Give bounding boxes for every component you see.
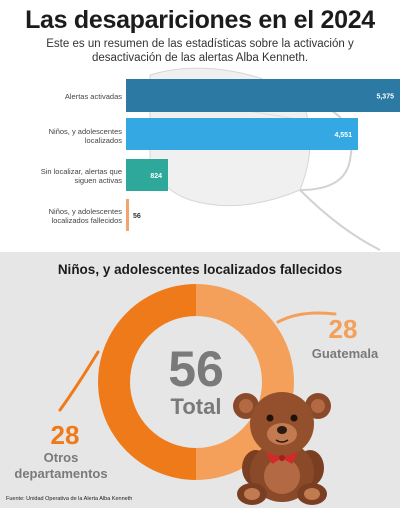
guatemala-value: 28 bbox=[328, 314, 358, 344]
guatemala-connector-line bbox=[276, 311, 337, 324]
otros-label-line1: Otros bbox=[43, 450, 79, 465]
donut-slice bbox=[98, 284, 196, 480]
bar-category-label: Sin localizar, alertas que siguen activa… bbox=[40, 167, 122, 185]
bar-value-label: 56 bbox=[133, 213, 141, 220]
otros-label: Otros departamentos bbox=[6, 450, 116, 482]
bar bbox=[126, 159, 169, 191]
bar-value-label: 5,375 bbox=[376, 94, 394, 101]
bar-value-label: 4,551 bbox=[334, 132, 352, 139]
bottom-section: Niños, y adolescentes localizados fallec… bbox=[0, 252, 400, 508]
teddy-bear-icon bbox=[233, 392, 331, 505]
source-note: Fuente: Unidad Operativa de la Alerta Al… bbox=[6, 496, 133, 502]
bar bbox=[126, 118, 358, 150]
bar-value-label: 824 bbox=[150, 173, 162, 180]
otros-label-line2: departamentos bbox=[14, 466, 108, 481]
top-section: Las desapariciones en el 2024 Este es un… bbox=[0, 0, 400, 252]
bar-category-label: Niños, y adolescentes localizados bbox=[48, 127, 122, 145]
otros-value: 28 bbox=[50, 420, 80, 450]
donut-total-value: 56 bbox=[168, 341, 224, 397]
otros-connector-line bbox=[58, 350, 100, 412]
donut-chart-title: Niños, y adolescentes localizados fallec… bbox=[57, 262, 343, 277]
page-title: Las desapariciones en el 2024 bbox=[25, 6, 375, 34]
bar-chart: 5,375 4,551 824 56 bbox=[126, 79, 400, 231]
page-subtitle: Este es un resumen de las estadísticas s… bbox=[46, 38, 354, 64]
bar-category-label: Niños, y adolescentes localizados fallec… bbox=[48, 207, 122, 225]
bar-category-label: Alertas activadas bbox=[64, 92, 122, 101]
bar bbox=[126, 79, 400, 112]
bar bbox=[126, 199, 129, 231]
guatemala-label: Guatemala bbox=[311, 346, 379, 361]
donut-total-label: Total bbox=[170, 394, 222, 419]
